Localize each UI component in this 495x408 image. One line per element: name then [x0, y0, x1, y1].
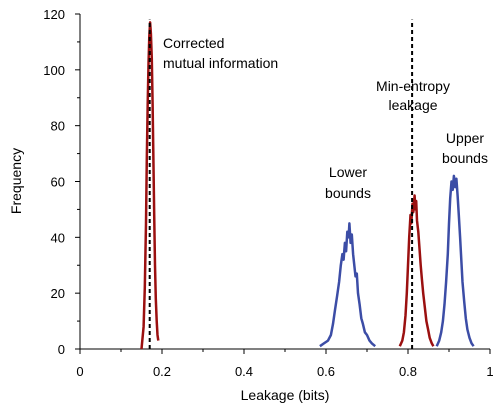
y-axis-title: Frequency: [8, 148, 24, 214]
series-line: [398, 194, 435, 347]
annotation-line: Min-entropy: [376, 78, 450, 94]
annotation-line: bounds: [442, 150, 488, 166]
axis-ticks: 0 0.2 0.4 0.6 0.8 1 0 20 40 60 80 100 120: [43, 7, 493, 379]
y-tick-label: 80: [51, 119, 65, 134]
annotation-line: Lower: [329, 164, 367, 180]
x-axis-title: Leakage (bits): [241, 387, 330, 403]
annotation-line: mutual information: [163, 55, 278, 71]
annotation-min-entropy-leakage: Min-entropy leakage: [376, 78, 450, 113]
x-tick-label: 0.8: [399, 364, 417, 379]
series-line: [140, 21, 160, 350]
series-layer: [140, 21, 475, 350]
y-tick-label: 100: [43, 63, 65, 78]
annotation-line: leakage: [388, 97, 437, 113]
x-tick-label: 0: [76, 364, 83, 379]
annotation-upper-bounds: Upper bounds: [442, 130, 488, 166]
y-tick-label: 20: [51, 286, 65, 301]
annotation-line: bounds: [325, 185, 371, 201]
x-tick-label: 0.2: [153, 364, 171, 379]
annotation-line: Upper: [446, 130, 484, 146]
series-line: [435, 174, 475, 347]
annotation-line: Corrected: [163, 35, 224, 51]
reference-lines: [148, 19, 414, 349]
y-tick-label: 120: [43, 7, 65, 22]
y-tick-label: 40: [51, 230, 65, 245]
x-tick-label: 0.4: [235, 364, 253, 379]
annotation-corrected-mutual-information: Corrected mutual information: [163, 35, 278, 71]
annotation-lower-bounds: Lower bounds: [325, 164, 371, 201]
y-tick-label: 0: [58, 342, 65, 357]
x-tick-label: 0.6: [317, 364, 335, 379]
y-tick-label: 60: [51, 175, 65, 190]
series-line: [319, 222, 377, 348]
x-tick-label: 1: [486, 364, 493, 379]
